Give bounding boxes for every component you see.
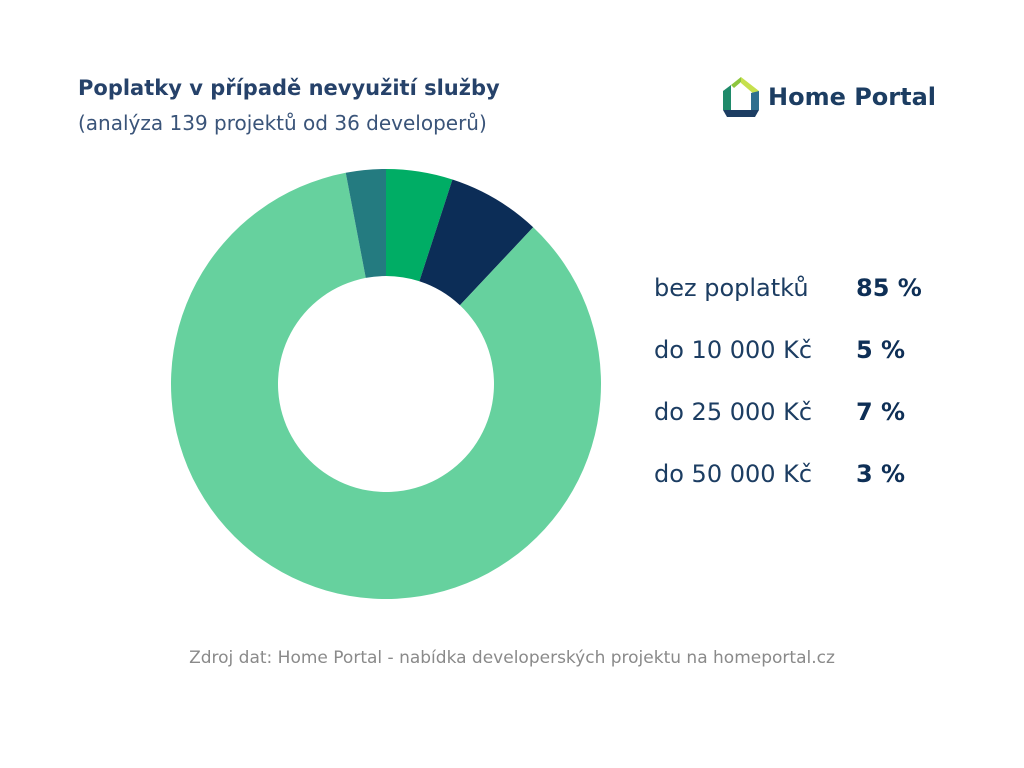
home-portal-house-icon <box>723 77 759 117</box>
legend-value: 5 % <box>856 336 906 364</box>
chart-legend: bez poplatků 85 % do 10 000 Kč 5 % do 25… <box>654 268 954 516</box>
legend-label: bez poplatků <box>654 274 809 302</box>
data-source-note: Zdroj dat: Home Portal - nabídka develop… <box>189 648 835 668</box>
legend-value: 85 % <box>856 274 922 302</box>
logo-text: Home Portal <box>768 83 937 111</box>
donut-slice-2 <box>419 179 534 306</box>
legend-value: 7 % <box>856 398 906 426</box>
donut-slice-0 <box>171 172 601 600</box>
chart-title: Poplatky v případě nevyužití služby <box>78 76 500 100</box>
legend-label: do 25 000 Kč <box>654 398 813 426</box>
donut-slice-3 <box>345 169 386 278</box>
donut-chart <box>171 169 601 600</box>
legend-row-do-50000: do 50 000 Kč 3 % <box>654 454 954 516</box>
legend-label: do 10 000 Kč <box>654 336 813 364</box>
chart-subtitle: (analýza 139 projektů od 36 developerů) <box>78 111 487 135</box>
donut-slice-1 <box>386 169 453 282</box>
home-portal-logo: Home Portal <box>722 76 936 118</box>
legend-row-do-25000: do 25 000 Kč 7 % <box>654 392 954 454</box>
legend-row-do-10000: do 10 000 Kč 5 % <box>654 330 954 392</box>
legend-label: do 50 000 Kč <box>654 460 813 488</box>
legend-row-bez-poplatku: bez poplatků 85 % <box>654 268 954 330</box>
legend-value: 3 % <box>856 460 906 488</box>
